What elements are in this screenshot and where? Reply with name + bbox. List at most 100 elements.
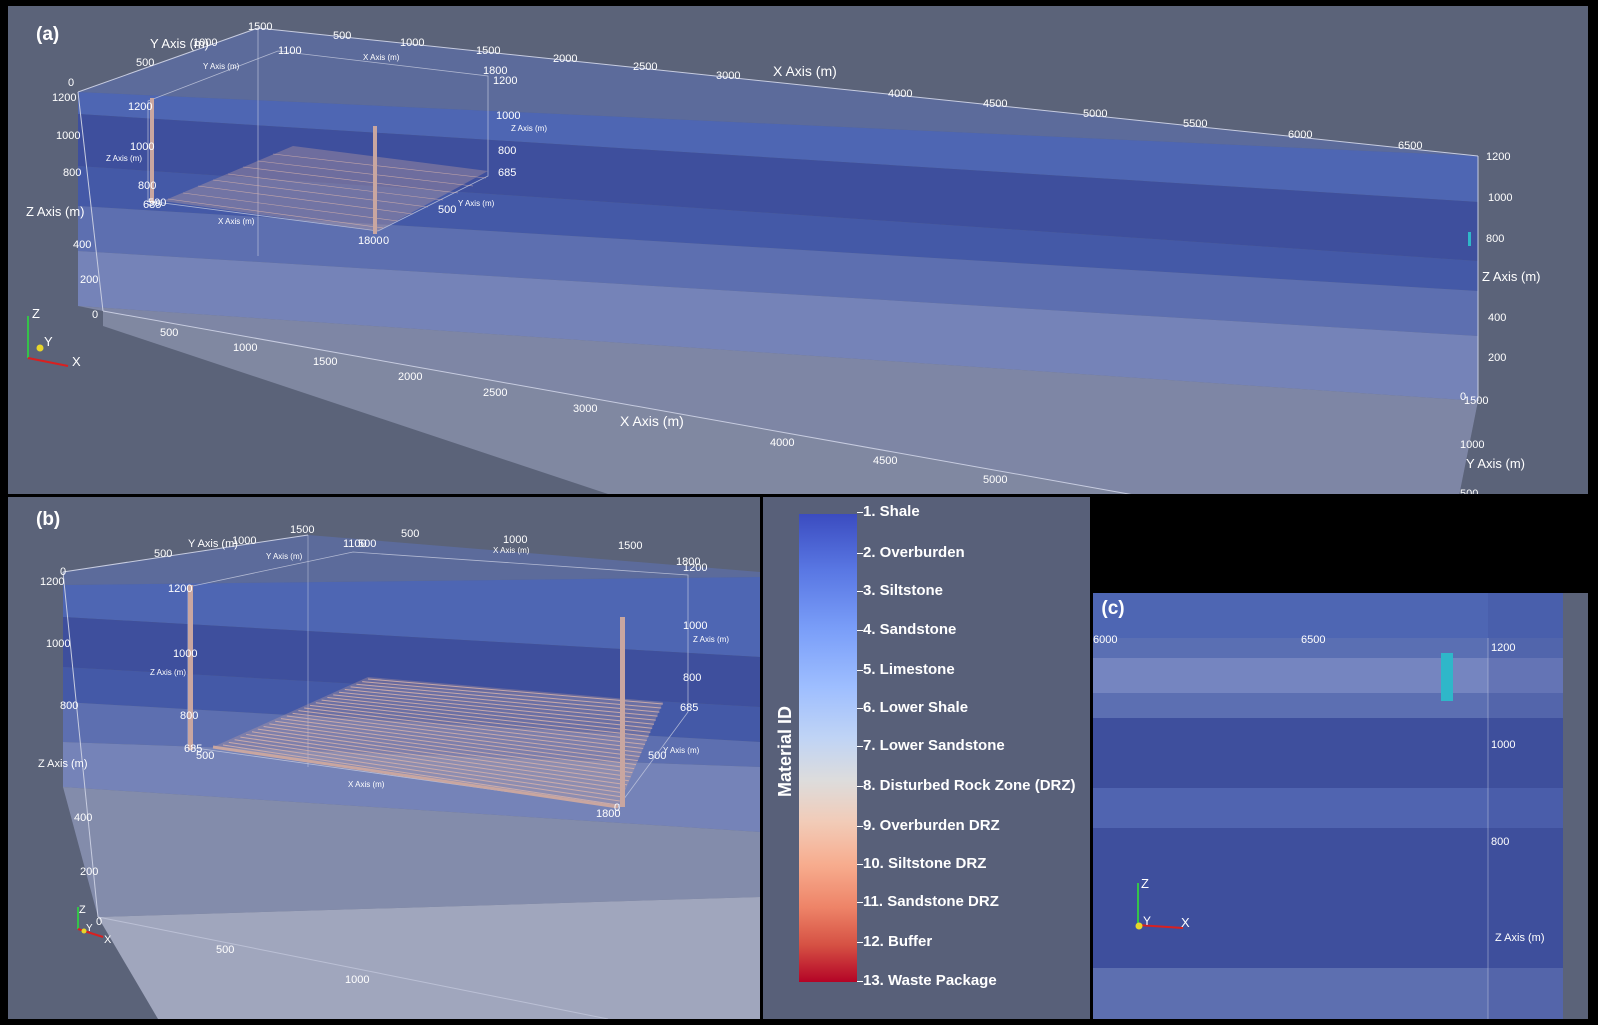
tick-z-c: 1200: [1491, 642, 1515, 654]
emplacement-drift: [298, 710, 642, 753]
legend-item: 9. Overburden DRZ: [863, 817, 1000, 834]
tick-y-right: 1500: [1464, 395, 1488, 407]
panel-a-3d-view[interactable]: (a) X Axis (m) X Axis (m): [8, 6, 1588, 494]
shaft-left-b: [188, 585, 193, 750]
emplacement-drift: [309, 704, 646, 745]
emplacement-drift: [269, 723, 633, 774]
svg-text:X Axis (m): X Axis (m): [493, 546, 530, 555]
svg-text:Z: Z: [1141, 876, 1149, 891]
tick-y-left-b: 1000: [232, 535, 256, 547]
emplacement-drift: [367, 678, 664, 705]
tick-z-right: 0: [1460, 391, 1466, 403]
legend-tick: [857, 591, 863, 592]
tick-x-top: 5000: [1083, 108, 1107, 120]
inner-z-title: Z Axis (m): [106, 154, 142, 163]
legend-item: 5. Limestone: [863, 661, 955, 678]
emplacement-drift: [222, 744, 619, 806]
panel-b-3d-view[interactable]: (b) Y Axis (m) Z Axis (m) 500 1000 1500 110…: [8, 497, 760, 1019]
inner-x-title-bottom: X Axis (m): [218, 217, 255, 226]
inner-tick-z-right: 800: [498, 145, 516, 157]
material-id-legend: Material ID 1. Shale 2. Overburden 3. Silt…: [763, 497, 1090, 1019]
inner-tick-z: 800: [138, 180, 156, 192]
legend-tick: [857, 670, 863, 671]
tick-x-top: 500: [333, 30, 351, 42]
tick-x-c: 6500: [1301, 634, 1325, 646]
tick-x-bottom: 2000: [398, 371, 422, 383]
layer-sandstone: [78, 206, 1478, 336]
emplacement-drift: [292, 712, 640, 758]
inner-tick-top-b: 1100: [343, 538, 367, 550]
colorbar: [799, 514, 857, 982]
tick-x-top-b: 500: [401, 528, 419, 540]
svg-text:Z: Z: [79, 904, 86, 916]
inner-tick-x-b: 1800: [596, 808, 620, 820]
inner-tick-top-b: 1200: [683, 562, 707, 574]
svg-text:Y: Y: [1143, 914, 1151, 928]
panel-c-zoom-view[interactable]: 6000 6500 1200 1000 800 Z Axis (m) Z Y X (c…: [1093, 593, 1588, 1019]
inner-tick-y-b: 0: [614, 802, 620, 814]
tick-x-top: 6000: [1288, 129, 1312, 141]
tick-z-left-b: 1200: [40, 576, 64, 588]
svg-text:Z Axis (m): Z Axis (m): [693, 635, 729, 644]
y-axis-title-b: Y Axis (m): [188, 538, 238, 550]
legend-tick: [857, 512, 863, 513]
inner-tick-z-right: 685: [498, 167, 516, 179]
tick-z-right: 400: [1488, 312, 1506, 324]
emplacement-drift: [338, 691, 655, 725]
tick-y-left-b: 500: [154, 548, 172, 560]
emplacement-drift: [333, 694, 653, 729]
tick-z-left-b: 1000: [46, 638, 70, 650]
legend-tick: [857, 826, 863, 827]
tick-x-top: 1000: [400, 37, 424, 49]
inner-tick-y: 0: [383, 235, 389, 247]
inner-tick-x: 500: [148, 197, 166, 209]
tick-y-left: 1500: [248, 21, 272, 33]
svg-text:Y: Y: [44, 334, 53, 349]
tick-z-left: 400: [73, 239, 91, 251]
tick-y-right: 1000: [1460, 439, 1484, 451]
emplacement-drift: [304, 707, 644, 749]
emplacement-drift: [356, 683, 660, 713]
inner-z-title-right: Z Axis (m): [511, 124, 547, 133]
svg-text:X: X: [1181, 915, 1190, 930]
emplacement-drift: [344, 689, 656, 721]
svg-text:X: X: [104, 934, 112, 946]
tick-y-right: 500: [1460, 488, 1478, 494]
layer-limestone: [78, 251, 1478, 401]
shaft-right: [373, 126, 377, 234]
z-axis-title-c: Z Axis (m): [1495, 932, 1545, 944]
inner-y-title-right: Y Axis (m): [458, 199, 495, 208]
tick-x-top: 1500: [476, 45, 500, 57]
tick-x-bottom: 500: [160, 327, 178, 339]
legend-tick: [857, 553, 863, 554]
inner-tick-top: 1800: [483, 65, 507, 77]
panel-b-domain: Y Axis (m) Z Axis (m) 500 1000 15001100500…: [38, 524, 760, 1019]
emplacement-drift: [315, 702, 647, 741]
tick-x-bottom: 1500: [313, 356, 337, 368]
emplacement-drift: [228, 741, 620, 802]
tick-z-left-b: 0: [96, 916, 102, 928]
inner-tick-z-b: 1200: [168, 583, 192, 595]
tick-x-bottom: 1000: [233, 342, 257, 354]
tick-z-left: 1200: [52, 92, 76, 104]
y-axis-title-right: Y Axis (m): [1466, 456, 1525, 471]
tick-z-right: 1200: [1486, 151, 1510, 163]
emplacement-drift: [275, 720, 635, 770]
legend-tick: [857, 786, 863, 787]
inner-tick-z-right-b: 800: [683, 672, 701, 684]
svg-text:Z Axis (m): Z Axis (m): [150, 668, 186, 677]
legend-tick: [857, 902, 863, 903]
tick-x-top: 6500: [1398, 140, 1422, 152]
emplacement-drift: [251, 731, 628, 786]
tick-x-c: 6000: [1093, 634, 1117, 646]
inner-tick-z-b: 1000: [173, 648, 197, 660]
layer-shale: [78, 92, 1478, 202]
tick-z-left: 200: [80, 274, 98, 286]
emplacement-drift: [362, 681, 662, 709]
emplacement-drift: [350, 686, 658, 717]
inner-x-title: X Axis (m): [363, 53, 400, 62]
tick-z-right: 200: [1488, 352, 1506, 364]
tick-x-bottom: 4500: [873, 455, 897, 467]
inner-tick-z-b: 800: [180, 710, 198, 722]
inner-tick-z-right: 1200: [493, 75, 517, 87]
